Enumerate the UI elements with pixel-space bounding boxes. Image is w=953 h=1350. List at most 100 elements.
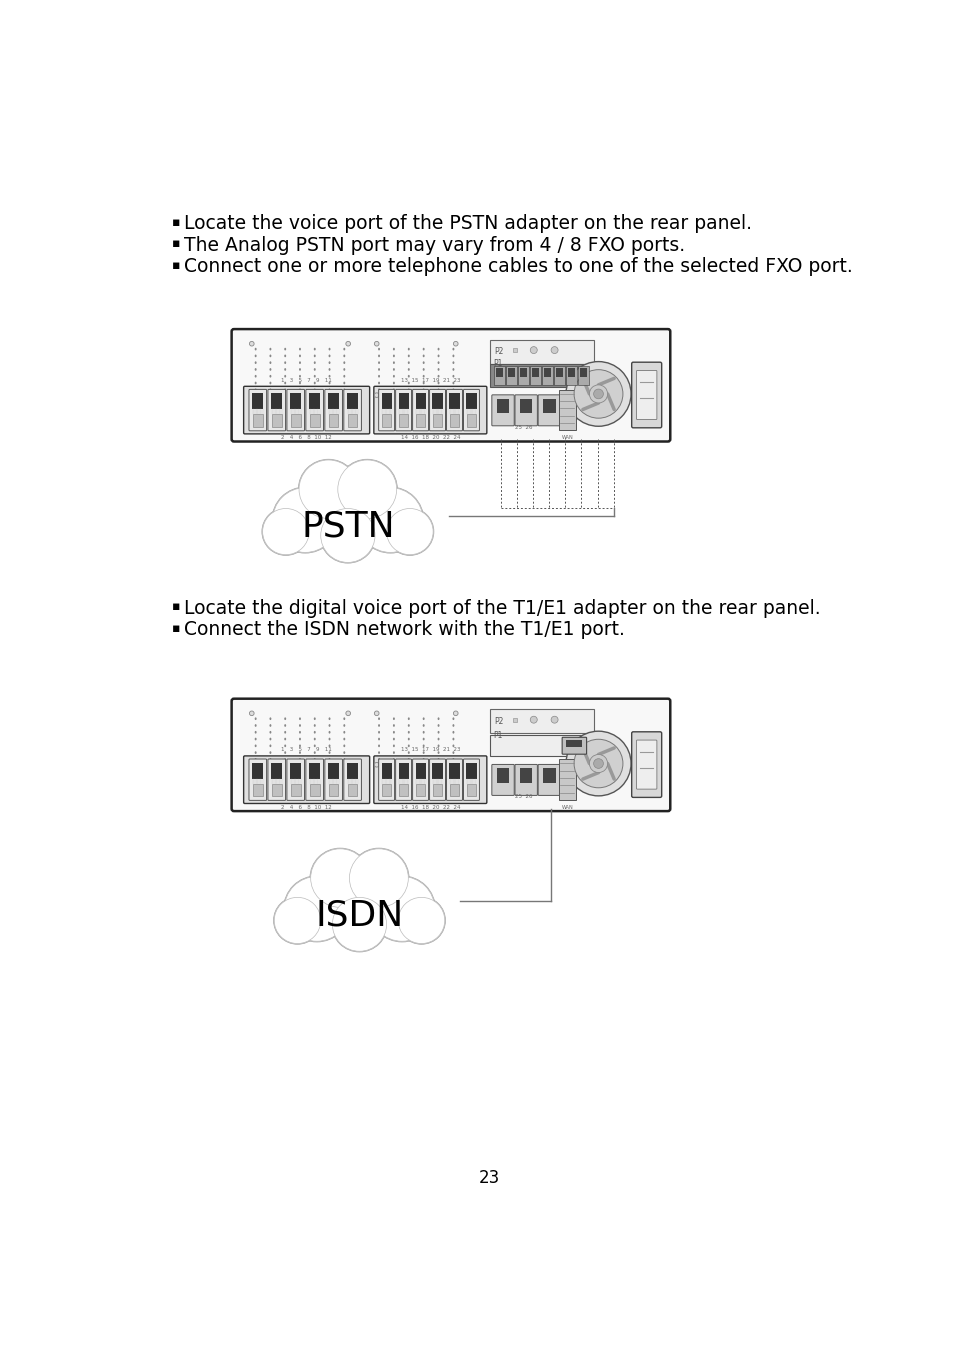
Ellipse shape: [328, 382, 330, 385]
Circle shape: [332, 896, 387, 952]
Bar: [579, 369, 587, 378]
Ellipse shape: [284, 724, 286, 726]
Ellipse shape: [452, 757, 454, 760]
Circle shape: [284, 876, 349, 941]
Bar: [399, 414, 408, 427]
Bar: [565, 366, 577, 385]
Ellipse shape: [269, 757, 271, 760]
Circle shape: [298, 459, 358, 520]
Circle shape: [273, 487, 337, 552]
Bar: [530, 366, 540, 385]
Bar: [490, 710, 594, 733]
Circle shape: [311, 849, 369, 907]
Ellipse shape: [343, 389, 345, 391]
Ellipse shape: [284, 730, 286, 733]
Bar: [558, 759, 576, 801]
Ellipse shape: [269, 389, 271, 391]
Ellipse shape: [284, 737, 286, 740]
Bar: [541, 366, 553, 385]
Ellipse shape: [452, 744, 454, 747]
Bar: [399, 784, 408, 796]
Ellipse shape: [284, 389, 286, 391]
FancyBboxPatch shape: [287, 389, 304, 431]
Circle shape: [349, 849, 408, 907]
FancyBboxPatch shape: [243, 756, 369, 803]
Ellipse shape: [393, 382, 395, 385]
Text: 1   3   5   7   9   11: 1 3 5 7 9 11: [281, 748, 332, 752]
Ellipse shape: [254, 737, 256, 740]
Bar: [519, 369, 527, 378]
Ellipse shape: [298, 737, 300, 740]
Circle shape: [574, 740, 622, 788]
FancyBboxPatch shape: [537, 764, 560, 795]
Ellipse shape: [437, 737, 439, 740]
Bar: [381, 393, 392, 409]
Ellipse shape: [343, 382, 345, 385]
Circle shape: [565, 732, 630, 796]
Ellipse shape: [407, 717, 410, 720]
Bar: [253, 784, 262, 796]
Ellipse shape: [422, 389, 424, 391]
Ellipse shape: [437, 369, 439, 371]
Bar: [398, 763, 408, 779]
FancyBboxPatch shape: [268, 759, 285, 801]
Ellipse shape: [284, 375, 286, 378]
Ellipse shape: [328, 737, 330, 740]
Ellipse shape: [343, 724, 345, 726]
Ellipse shape: [314, 369, 315, 371]
Ellipse shape: [422, 348, 424, 351]
Text: 1   3   5   7   9   11: 1 3 5 7 9 11: [281, 378, 332, 383]
Ellipse shape: [393, 730, 395, 733]
Text: ▪: ▪: [172, 238, 180, 251]
Bar: [490, 340, 594, 363]
Ellipse shape: [269, 724, 271, 726]
Ellipse shape: [422, 355, 424, 358]
Bar: [382, 414, 391, 427]
Bar: [416, 763, 425, 779]
Circle shape: [593, 759, 602, 768]
Bar: [558, 390, 576, 431]
Ellipse shape: [437, 751, 439, 753]
Circle shape: [385, 508, 434, 555]
Text: Locate the voice port of the PSTN adapter on the rear panel.: Locate the voice port of the PSTN adapte…: [184, 215, 752, 234]
Ellipse shape: [377, 737, 379, 740]
Ellipse shape: [452, 362, 454, 364]
Ellipse shape: [254, 717, 256, 720]
Bar: [310, 414, 319, 427]
Bar: [496, 369, 503, 378]
FancyBboxPatch shape: [249, 389, 266, 431]
Ellipse shape: [298, 375, 300, 378]
Ellipse shape: [314, 355, 315, 358]
FancyBboxPatch shape: [446, 759, 462, 801]
Bar: [290, 763, 301, 779]
Ellipse shape: [377, 355, 379, 358]
Text: ▪: ▪: [172, 622, 180, 634]
Circle shape: [249, 342, 253, 346]
Bar: [490, 736, 594, 756]
Ellipse shape: [407, 730, 410, 733]
Bar: [432, 763, 442, 779]
Ellipse shape: [422, 724, 424, 726]
Ellipse shape: [328, 362, 330, 364]
Ellipse shape: [393, 757, 395, 760]
Ellipse shape: [314, 724, 315, 726]
Ellipse shape: [422, 362, 424, 364]
Ellipse shape: [298, 362, 300, 364]
Ellipse shape: [274, 863, 444, 940]
Text: 14  16  18  20  22  24: 14 16 18 20 22 24: [400, 435, 459, 440]
Ellipse shape: [298, 369, 300, 371]
Circle shape: [274, 896, 321, 944]
Text: Locate the digital voice port of the T1/E1 adapter on the rear panel.: Locate the digital voice port of the T1/…: [184, 598, 821, 617]
Ellipse shape: [254, 382, 256, 385]
Text: The Analog PSTN port may vary from 4 / 8 FXO ports.: The Analog PSTN port may vary from 4 / 8…: [184, 236, 685, 255]
Ellipse shape: [343, 717, 345, 720]
FancyBboxPatch shape: [492, 394, 514, 425]
Text: 2   4   6   8  10  12: 2 4 6 8 10 12: [281, 805, 332, 810]
Ellipse shape: [407, 724, 410, 726]
Circle shape: [346, 393, 350, 397]
Ellipse shape: [254, 355, 256, 358]
Circle shape: [332, 898, 386, 952]
Ellipse shape: [254, 348, 256, 351]
Bar: [578, 366, 588, 385]
Ellipse shape: [377, 382, 379, 385]
